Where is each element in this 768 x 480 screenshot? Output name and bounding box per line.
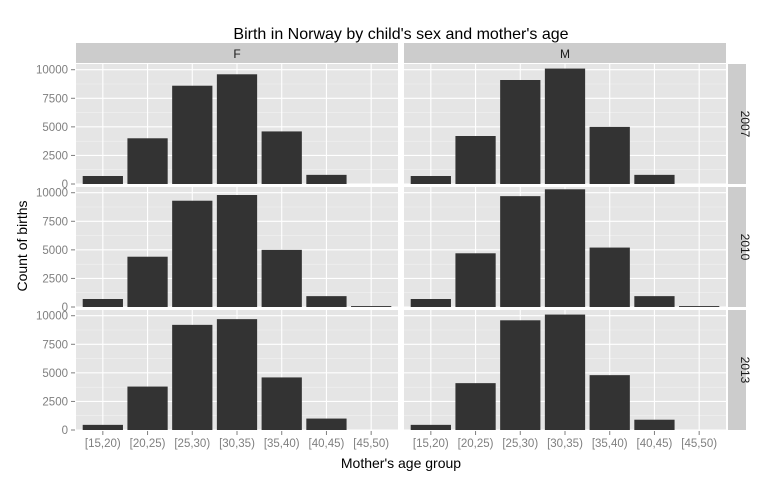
facet-strip-M xyxy=(404,43,726,63)
bar-M-2013-1 xyxy=(455,383,496,430)
bar-M-2010-6 xyxy=(679,306,720,307)
y-tick-label: 10000 xyxy=(36,311,68,323)
panel-M-2010 xyxy=(404,187,726,308)
bar-M-2007-2 xyxy=(500,80,541,184)
bar-F-2013-2 xyxy=(172,324,213,430)
x-tick-label: [35,40) xyxy=(592,438,628,450)
facet-strip-2007 xyxy=(728,64,746,184)
panel-M-2007 xyxy=(404,64,726,185)
panel-F-2010 xyxy=(76,187,398,308)
bar-M-2007-0 xyxy=(410,176,451,184)
facet-strip-label-M: M xyxy=(560,47,570,61)
bar-F-2013-4 xyxy=(261,377,302,430)
y-tick-label: 7500 xyxy=(42,216,68,228)
x-tick-label: [30,35) xyxy=(219,438,255,450)
bar-M-2007-4 xyxy=(589,126,630,184)
panel-M-2013 xyxy=(404,310,726,431)
y-tick-label: 7500 xyxy=(42,93,68,105)
bar-F-2007-4 xyxy=(261,131,302,184)
x-tick-label: [20,25) xyxy=(458,438,494,450)
bar-F-2010-1 xyxy=(127,256,168,307)
bar-F-2007-0 xyxy=(82,176,123,184)
bar-F-2010-0 xyxy=(82,299,123,307)
bar-M-2013-2 xyxy=(500,320,541,430)
bar-M-2010-0 xyxy=(410,299,451,307)
bar-M-2013-4 xyxy=(589,375,630,430)
x-tick-label: [15,20) xyxy=(413,438,449,450)
y-tick-label: 0 xyxy=(62,179,68,191)
y-tick-label: 2500 xyxy=(42,150,68,162)
x-tick-label: [15,20) xyxy=(85,438,121,450)
x-tick-label: [20,25) xyxy=(130,438,166,450)
bar-M-2007-5 xyxy=(634,174,675,184)
bar-F-2007-5 xyxy=(306,174,347,184)
bar-M-2010-4 xyxy=(589,247,630,307)
facet-strip-label-2007: 2007 xyxy=(738,111,752,138)
facet-strip-2010 xyxy=(728,187,746,307)
y-tick-label: 10000 xyxy=(36,65,68,77)
bar-F-2007-2 xyxy=(172,85,213,184)
x-tick-label: [45,50) xyxy=(681,438,717,450)
x-tick-label: [25,30) xyxy=(502,438,538,450)
bar-F-2010-2 xyxy=(172,200,213,307)
bar-F-2013-5 xyxy=(306,418,347,430)
facet-strip-label-2010: 2010 xyxy=(738,234,752,261)
bar-M-2010-2 xyxy=(500,196,541,307)
panel-F-2013 xyxy=(76,310,398,431)
y-tick-label: 2500 xyxy=(42,396,68,408)
bar-F-2010-5 xyxy=(306,296,347,307)
facet-strip-2013 xyxy=(728,310,746,430)
facet-strip-label-F: F xyxy=(233,47,240,61)
panel-F-2007 xyxy=(76,64,398,185)
bar-M-2013-5 xyxy=(634,419,675,430)
bar-F-2013-0 xyxy=(82,424,123,430)
x-axis-title: Mother's age group xyxy=(341,455,461,471)
bar-M-2010-1 xyxy=(455,253,496,307)
bar-M-2013-3 xyxy=(544,314,586,430)
bar-M-2010-3 xyxy=(544,189,586,307)
bar-F-2010-4 xyxy=(261,249,302,307)
bar-F-2010-6 xyxy=(351,306,392,307)
y-axis-title: Count of births xyxy=(14,200,30,291)
facet-strip-label-2013: 2013 xyxy=(738,357,752,384)
bar-F-2007-3 xyxy=(216,74,258,184)
bar-M-2007-1 xyxy=(455,136,496,184)
x-tick-label: [40,45) xyxy=(309,438,345,450)
y-tick-label: 2500 xyxy=(42,273,68,285)
chart-title: Birth in Norway by child's sex and mothe… xyxy=(233,26,568,43)
x-tick-label: [45,50) xyxy=(353,438,389,450)
y-tick-label: 10000 xyxy=(36,188,68,200)
x-tick-label: [35,40) xyxy=(264,438,300,450)
bar-M-2010-5 xyxy=(634,296,675,307)
x-tick-label: [30,35) xyxy=(547,438,583,450)
bar-M-2013-0 xyxy=(410,424,451,430)
y-tick-label: 5000 xyxy=(42,245,68,257)
bar-F-2013-3 xyxy=(216,319,258,430)
y-tick-label: 0 xyxy=(62,425,68,437)
y-tick-label: 0 xyxy=(62,302,68,314)
bar-F-2007-1 xyxy=(127,138,168,184)
x-tick-label: [40,45) xyxy=(637,438,673,450)
panel-grid: F M20072010201302500500075001000002500500… xyxy=(36,43,752,450)
y-tick-label: 5000 xyxy=(42,122,68,134)
y-tick-label: 7500 xyxy=(42,339,68,351)
y-tick-label: 5000 xyxy=(42,368,68,380)
bar-M-2007-3 xyxy=(544,68,586,184)
bar-F-2013-1 xyxy=(127,386,168,430)
bar-F-2010-3 xyxy=(216,195,258,307)
x-tick-label: [25,30) xyxy=(174,438,210,450)
facet-strip-F xyxy=(76,43,398,63)
